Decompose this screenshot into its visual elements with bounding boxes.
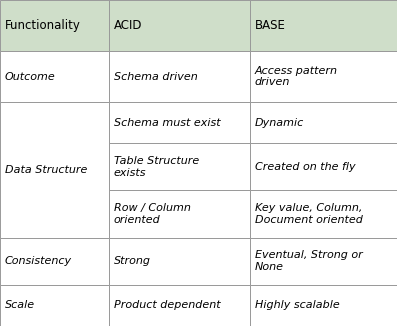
Bar — [250, 51, 397, 102]
Bar — [250, 285, 397, 326]
Text: Functionality: Functionality — [5, 19, 81, 32]
Bar — [109, 102, 250, 143]
Bar — [250, 190, 397, 238]
Bar — [250, 238, 397, 285]
Bar — [250, 143, 397, 190]
Bar — [0, 102, 109, 238]
Bar — [109, 143, 250, 190]
Bar — [0, 0, 109, 51]
Text: Strong: Strong — [114, 256, 151, 266]
Text: Dynamic: Dynamic — [255, 118, 304, 128]
Text: BASE: BASE — [255, 19, 286, 32]
Text: Created on the fly: Created on the fly — [255, 162, 355, 172]
Text: Key value, Column,
Document oriented: Key value, Column, Document oriented — [255, 203, 363, 225]
Text: Product dependent: Product dependent — [114, 300, 221, 310]
Bar — [0, 285, 109, 326]
Text: Table Structure
exists: Table Structure exists — [114, 156, 199, 178]
Text: Schema must exist: Schema must exist — [114, 118, 221, 128]
Bar — [109, 285, 250, 326]
Text: Row / Column
oriented: Row / Column oriented — [114, 203, 191, 225]
Text: Eventual, Strong or
None: Eventual, Strong or None — [255, 250, 362, 272]
Text: Scale: Scale — [5, 300, 35, 310]
Bar — [109, 0, 250, 51]
Text: Data Structure: Data Structure — [5, 165, 87, 175]
Text: Access pattern
driven: Access pattern driven — [255, 66, 338, 87]
Bar — [109, 238, 250, 285]
Bar — [250, 102, 397, 143]
Text: Consistency: Consistency — [5, 256, 72, 266]
Bar — [0, 51, 109, 102]
Bar — [109, 51, 250, 102]
Bar — [109, 190, 250, 238]
Text: Outcome: Outcome — [5, 72, 56, 82]
Text: Highly scalable: Highly scalable — [255, 300, 339, 310]
Bar — [0, 238, 109, 285]
Bar — [250, 0, 397, 51]
Text: ACID: ACID — [114, 19, 143, 32]
Text: Schema driven: Schema driven — [114, 72, 198, 82]
